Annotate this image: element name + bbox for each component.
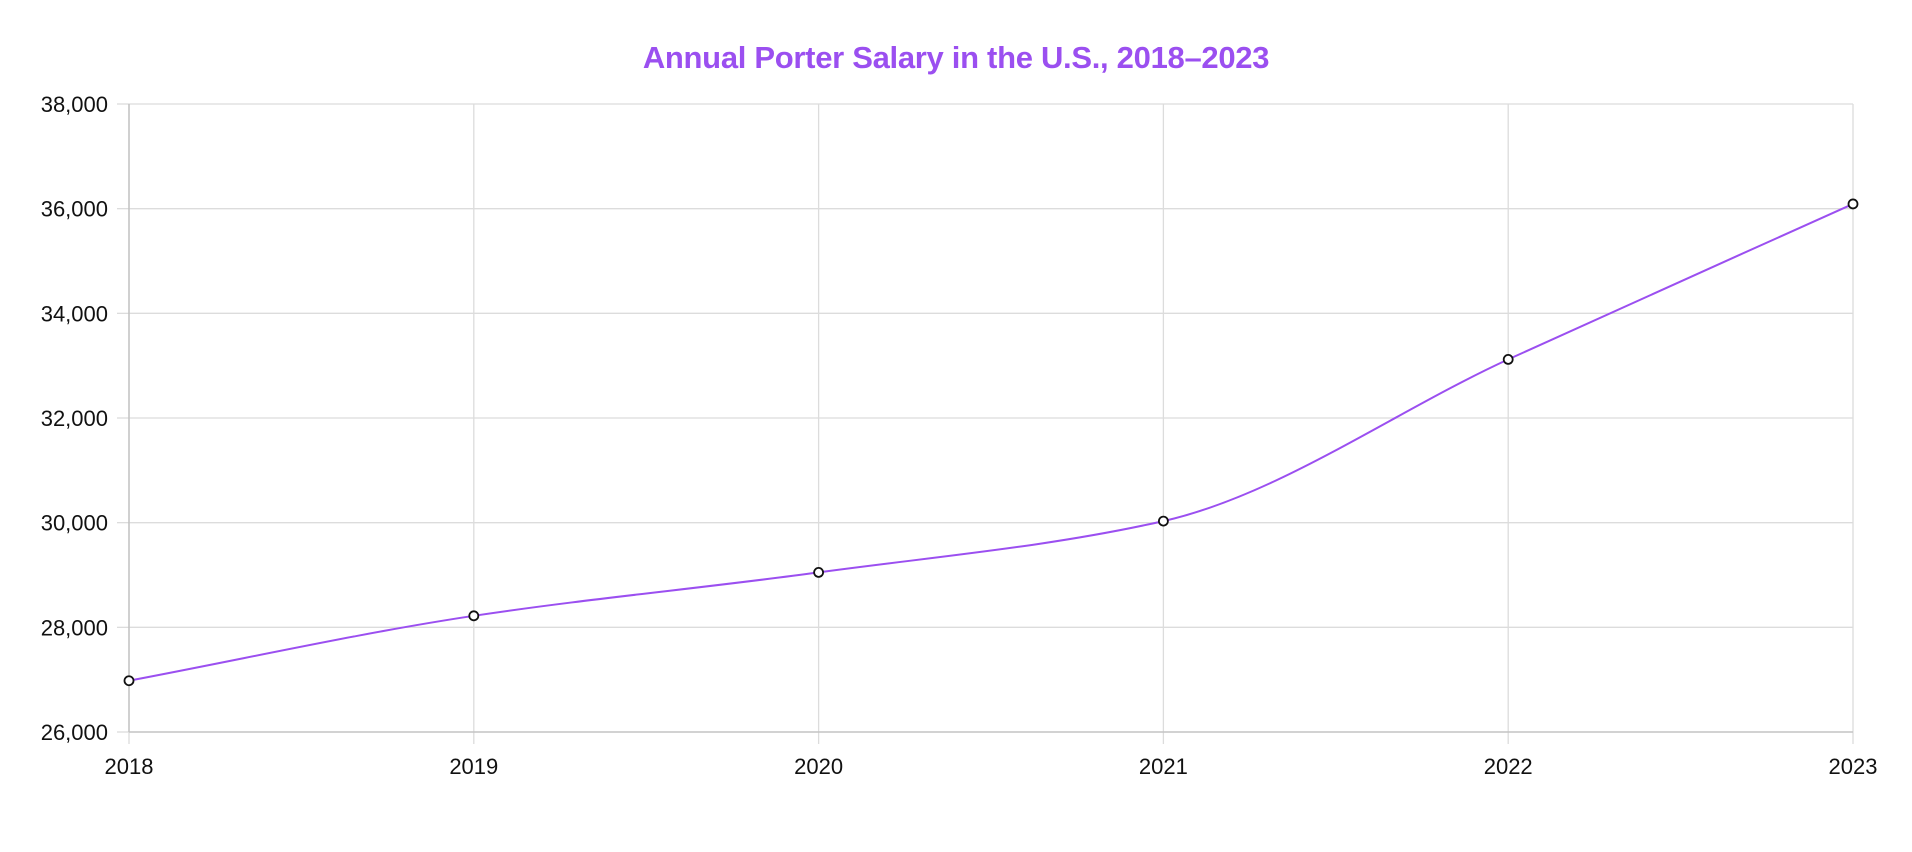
data-point: [1847, 198, 1859, 210]
y-tick-label: 38,000: [41, 92, 108, 117]
x-tick-label: 2018: [105, 754, 154, 779]
y-tick-label: 28,000: [41, 615, 108, 640]
x-tick-label: 2020: [794, 754, 843, 779]
x-tick-label: 2021: [1139, 754, 1188, 779]
y-tick-label: 34,000: [41, 301, 108, 326]
x-tick-label: 2019: [449, 754, 498, 779]
y-tick-label: 36,000: [41, 197, 108, 222]
series-layer: [128, 203, 1854, 682]
data-point: [468, 610, 480, 622]
grid: [117, 103, 1854, 744]
data-point: [1158, 515, 1169, 527]
data-point: [813, 566, 824, 578]
x-axis-ticks: 2018 2019 2020 2021 2022 2023: [105, 754, 1878, 779]
y-tick-label: 30,000: [41, 511, 108, 536]
data-point: [123, 675, 135, 687]
y-tick-label: 32,000: [41, 406, 108, 431]
axes: [128, 104, 1853, 733]
points-layer: [123, 198, 1859, 687]
x-tick-label: 2023: [1829, 754, 1878, 779]
y-axis-ticks: 26,000 28,000 30,000 32,000 34,000 36,000 38,0…: [41, 92, 108, 745]
y-tick-label: 26,000: [41, 720, 108, 745]
series-line: [128, 203, 1854, 682]
x-tick-label: 2022: [1484, 754, 1533, 779]
chart-title: Annual Porter Salary in the U.S., 2018–2…: [642, 40, 1270, 75]
data-point: [1502, 353, 1514, 365]
